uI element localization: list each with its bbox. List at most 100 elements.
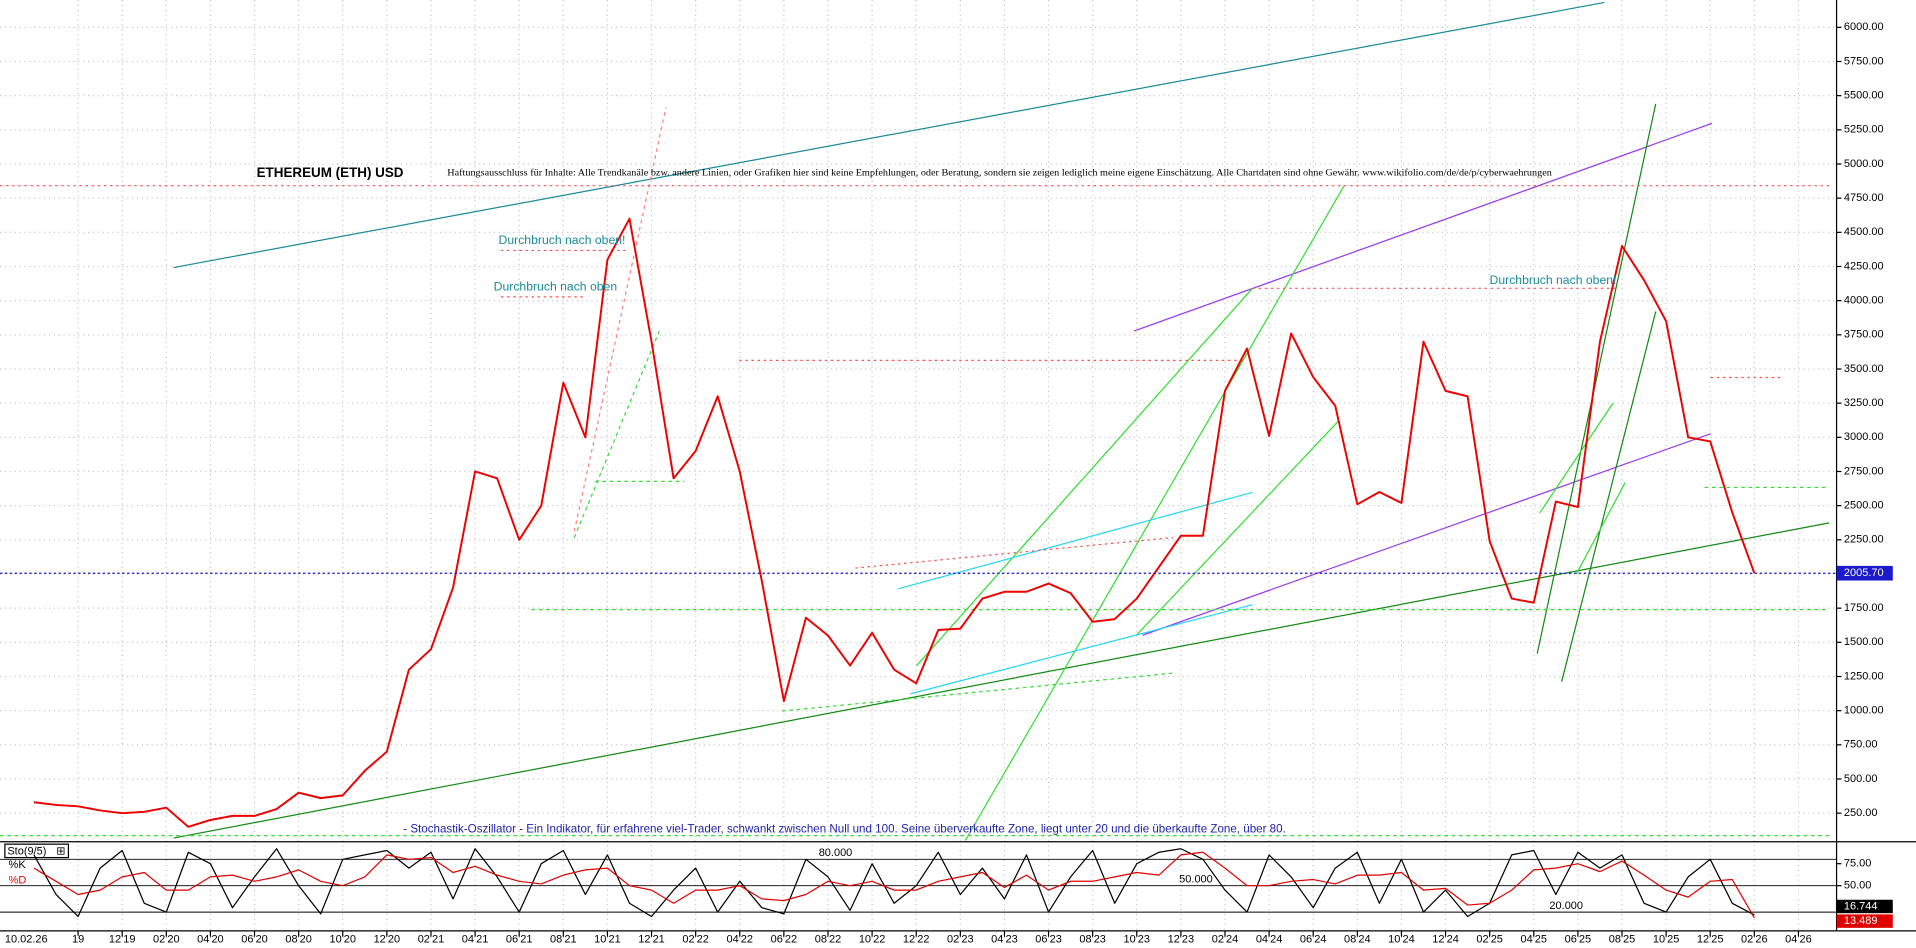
- trendline: [1536, 103, 1657, 654]
- date-label: 10.02.26: [5, 933, 48, 945]
- expand-icon[interactable]: ⊞: [56, 845, 65, 857]
- y-tick-label: 5000.00: [1844, 158, 1884, 170]
- x-tick-label: 12'20: [374, 933, 401, 945]
- price-line: [33, 851, 1755, 919]
- y-tick-label: 5250.00: [1844, 124, 1884, 136]
- annotation: Durchbruch nach oben!: [499, 233, 626, 247]
- trendline: [1539, 402, 1614, 514]
- indicator-box[interactable]: [4, 843, 70, 859]
- y-tick-label: 4250.00: [1844, 260, 1884, 272]
- price-line: [33, 217, 1756, 828]
- y-tick-label: 3000.00: [1844, 431, 1884, 443]
- x-tick-label: 08'23: [1079, 933, 1106, 945]
- indicator-title: Sto(9/5): [7, 845, 46, 857]
- level-line: [855, 536, 1174, 569]
- x-tick-label: 04'23: [991, 933, 1018, 945]
- x-tick-label: 10'22: [859, 933, 886, 945]
- x-tick-label: 02'24: [1212, 933, 1239, 945]
- x-tick-label: 10'24: [1388, 933, 1415, 945]
- x-tick-label: 02'25: [1476, 933, 1503, 945]
- y-tick-label: 750.00: [1844, 739, 1878, 751]
- x-tick-label: 04'24: [1256, 933, 1283, 945]
- price-marker-label: 2005.70: [1844, 567, 1884, 579]
- y-tick-label: 2250.00: [1844, 534, 1884, 546]
- y-tick-label: 4000.00: [1844, 295, 1884, 307]
- disclaimer: Haftungsausschluss für Inhalte: Alle Tre…: [447, 168, 1552, 179]
- trendlines: [0, 1, 1830, 841]
- trendline: [1575, 482, 1626, 575]
- x-tick-label: 12'21: [638, 933, 665, 945]
- y-tick-label: 250.00: [1844, 807, 1878, 819]
- trendline: [964, 185, 1345, 841]
- x-tick-label: 12'19: [109, 933, 136, 945]
- y-tick-label: 3750.00: [1844, 329, 1884, 341]
- y-tick-label: 500.00: [1844, 773, 1878, 785]
- price-marker-box: [1836, 565, 1893, 581]
- x-tick-label: 10'23: [1123, 933, 1150, 945]
- x-tick-label: 02'20: [153, 933, 180, 945]
- x-tick-label: 02'22: [682, 933, 709, 945]
- plot: [0, 217, 1837, 828]
- y-tick-label: 2500.00: [1844, 500, 1884, 512]
- x-tick-label: 12'24: [1432, 933, 1459, 945]
- x-tick-label: 12'25: [1697, 933, 1724, 945]
- annotation: - Stochastik-Oszillator - Ein Indikator,…: [403, 823, 1286, 836]
- y-tick-label: 1000.00: [1844, 705, 1884, 717]
- y-tick-label: 3250.00: [1844, 397, 1884, 409]
- annotation: Durchbruch nach oben!: [1490, 273, 1617, 287]
- y-tick-label: 75.00: [1844, 858, 1872, 870]
- x-tick-label: 04'21: [462, 933, 489, 945]
- y-tick-label: 6000.00: [1844, 21, 1884, 33]
- y-tick-label: 5500.00: [1844, 90, 1884, 102]
- trendline: [910, 604, 1253, 695]
- x-tick-label: 06'23: [1035, 933, 1062, 945]
- x-tick-label: 06'25: [1565, 933, 1592, 945]
- y-tick-label: 1750.00: [1844, 602, 1884, 614]
- trendline: [573, 329, 661, 538]
- last-value-box: [1836, 899, 1893, 914]
- x-tick-label: 10'25: [1653, 933, 1680, 945]
- x-tick-label: 08'21: [550, 933, 577, 945]
- legend-entry: %K: [9, 859, 27, 871]
- trendline: [1135, 421, 1339, 636]
- price-line: [33, 848, 1755, 918]
- stochastic-panel: 75.00 50.00 80.000 50.000 20.000 %K 16.744 %D 13…: [0, 847, 1893, 928]
- x-tick-label: 12'23: [1168, 933, 1195, 945]
- x-tick-label: 04'22: [726, 933, 753, 945]
- level-label: 50.000: [1179, 873, 1213, 885]
- x-tick-label: 12'22: [903, 933, 930, 945]
- x-tick-label: 06'24: [1300, 933, 1327, 945]
- trendline: [1561, 311, 1657, 682]
- trendline: [1133, 122, 1713, 332]
- chart-title: ETHEREUM (ETH) USD: [257, 165, 404, 180]
- last-value-label: 13.489: [1844, 915, 1878, 927]
- x-tick-label: 19: [72, 933, 84, 945]
- x-tick-label: 10'20: [329, 933, 356, 945]
- annotation: Durchbruch nach oben: [494, 279, 617, 293]
- trendline: [573, 107, 667, 532]
- x-tick-label: 10'21: [594, 933, 621, 945]
- y-tick-label: 5750.00: [1844, 55, 1884, 67]
- x-tick-label: 02'23: [947, 933, 974, 945]
- x-tick-label: 06'20: [241, 933, 268, 945]
- x-tick-label: 08'22: [815, 933, 842, 945]
- x-tick-label: 06'21: [506, 933, 533, 945]
- last-value-box: [1836, 914, 1893, 928]
- x-tick-label: 08'25: [1609, 933, 1636, 945]
- trendline: [173, 522, 1830, 839]
- y-tick-label: 4500.00: [1844, 226, 1884, 238]
- y-tick-label: 1500.00: [1844, 636, 1884, 648]
- x-tick-label: 06'22: [771, 933, 798, 945]
- level-label: 20.000: [1549, 900, 1583, 912]
- y-tick-label: 1250.00: [1844, 670, 1884, 682]
- trendline: [915, 287, 1253, 667]
- level-label: 80.000: [819, 847, 853, 859]
- trendline: [897, 491, 1253, 590]
- x-tick-label: 04'20: [197, 933, 224, 945]
- x-tick-label: 02'26: [1741, 933, 1768, 945]
- last-value-label: 16.744: [1844, 900, 1878, 912]
- x-tick-label: 04'26: [1785, 933, 1812, 945]
- y-tick-label: 3500.00: [1844, 363, 1884, 375]
